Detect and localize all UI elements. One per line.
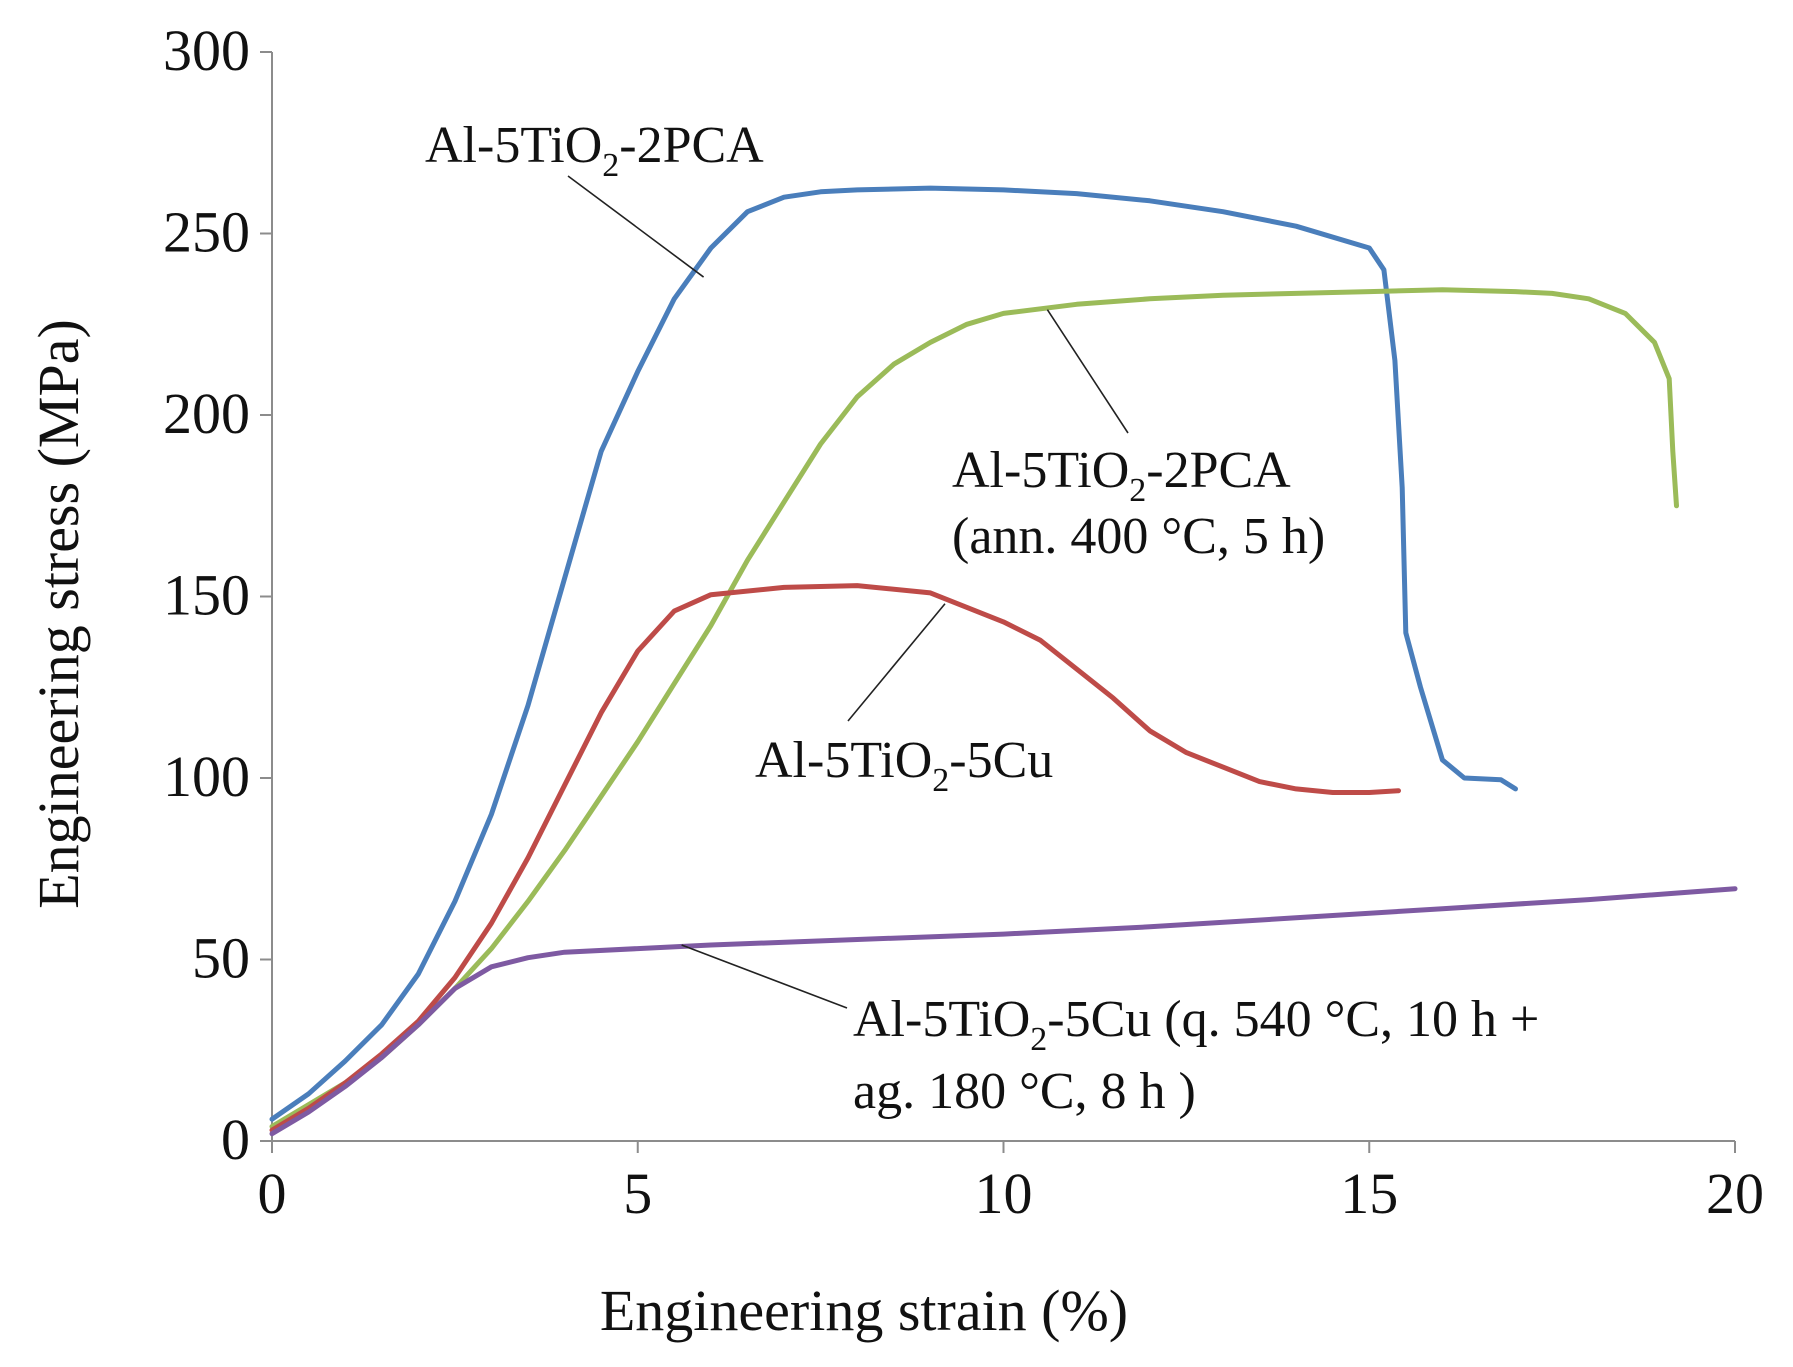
axes: 0 50 100 150 200 250 300 0 5 10 15 20 [163,18,1764,1226]
series-line-3 [269,583,1401,1133]
leader-line-3 [847,603,946,722]
annotation-label-4-line2: ag. 180 °C, 8 h ) [853,1063,1196,1120]
leader-line-4 [681,944,848,1009]
series-line-2 [269,287,1679,1129]
y-axis-title: Engineering stress (MPa) [26,319,91,909]
y-tick-label: 300 [163,18,250,83]
annotation-label-2: Al-5TiO2-2PCA [952,442,1291,509]
annotation-label-3: Al-5TiO2-5Cu [755,732,1053,799]
x-tick-label: 20 [1706,1161,1764,1226]
y-tick-label: 100 [163,744,250,809]
annotation-label-2-line2: (ann. 400 °C, 5 h) [952,508,1325,565]
x-tick-label: 5 [623,1161,652,1226]
x-tick-label: 15 [1340,1161,1398,1226]
y-tick-label: 200 [163,381,250,446]
y-tick-label: 50 [192,926,250,991]
y-tick-label: 150 [163,563,250,628]
annotation-label-4: Al-5TiO2-5Cu (q. 540 °C, 10 h + [853,991,1539,1058]
x-tick-label: 10 [975,1161,1033,1226]
x-tick-label: 0 [258,1161,287,1226]
series-line-4 [269,886,1738,1137]
leader-line-2 [1046,309,1129,434]
y-tick-label: 250 [163,200,250,265]
series-group [269,185,1738,1137]
x-axis-title: Engineering strain (%) [600,1278,1128,1343]
annotation-label-1: Al-5TiO2-2PCA [425,117,764,184]
series-line-1 [269,185,1518,1122]
y-tick-label: 0 [221,1107,250,1172]
leader-line-1 [567,175,705,278]
